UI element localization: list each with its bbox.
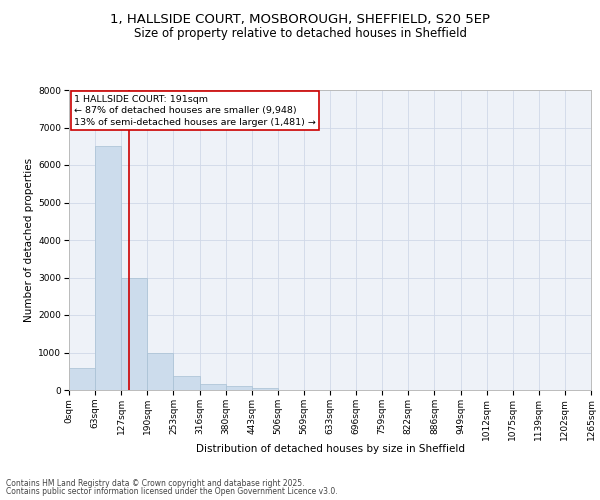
- Bar: [226, 386, 252, 390]
- Bar: [95, 146, 121, 390]
- Text: 1, HALLSIDE COURT, MOSBOROUGH, SHEFFIELD, S20 5EP: 1, HALLSIDE COURT, MOSBOROUGH, SHEFFIELD…: [110, 12, 490, 26]
- Text: Contains public sector information licensed under the Open Government Licence v3: Contains public sector information licen…: [6, 487, 338, 496]
- Y-axis label: Number of detached properties: Number of detached properties: [24, 158, 34, 322]
- Bar: [199, 384, 226, 390]
- Bar: [121, 278, 148, 390]
- X-axis label: Distribution of detached houses by size in Sheffield: Distribution of detached houses by size …: [196, 444, 464, 454]
- Text: 1 HALLSIDE COURT: 191sqm
← 87% of detached houses are smaller (9,948)
13% of sem: 1 HALLSIDE COURT: 191sqm ← 87% of detach…: [74, 94, 316, 127]
- Bar: [148, 353, 173, 390]
- Text: Size of property relative to detached houses in Sheffield: Size of property relative to detached ho…: [133, 28, 467, 40]
- Text: Contains HM Land Registry data © Crown copyright and database right 2025.: Contains HM Land Registry data © Crown c…: [6, 478, 305, 488]
- Bar: [252, 388, 278, 390]
- Bar: [69, 368, 95, 390]
- Bar: [173, 376, 199, 390]
